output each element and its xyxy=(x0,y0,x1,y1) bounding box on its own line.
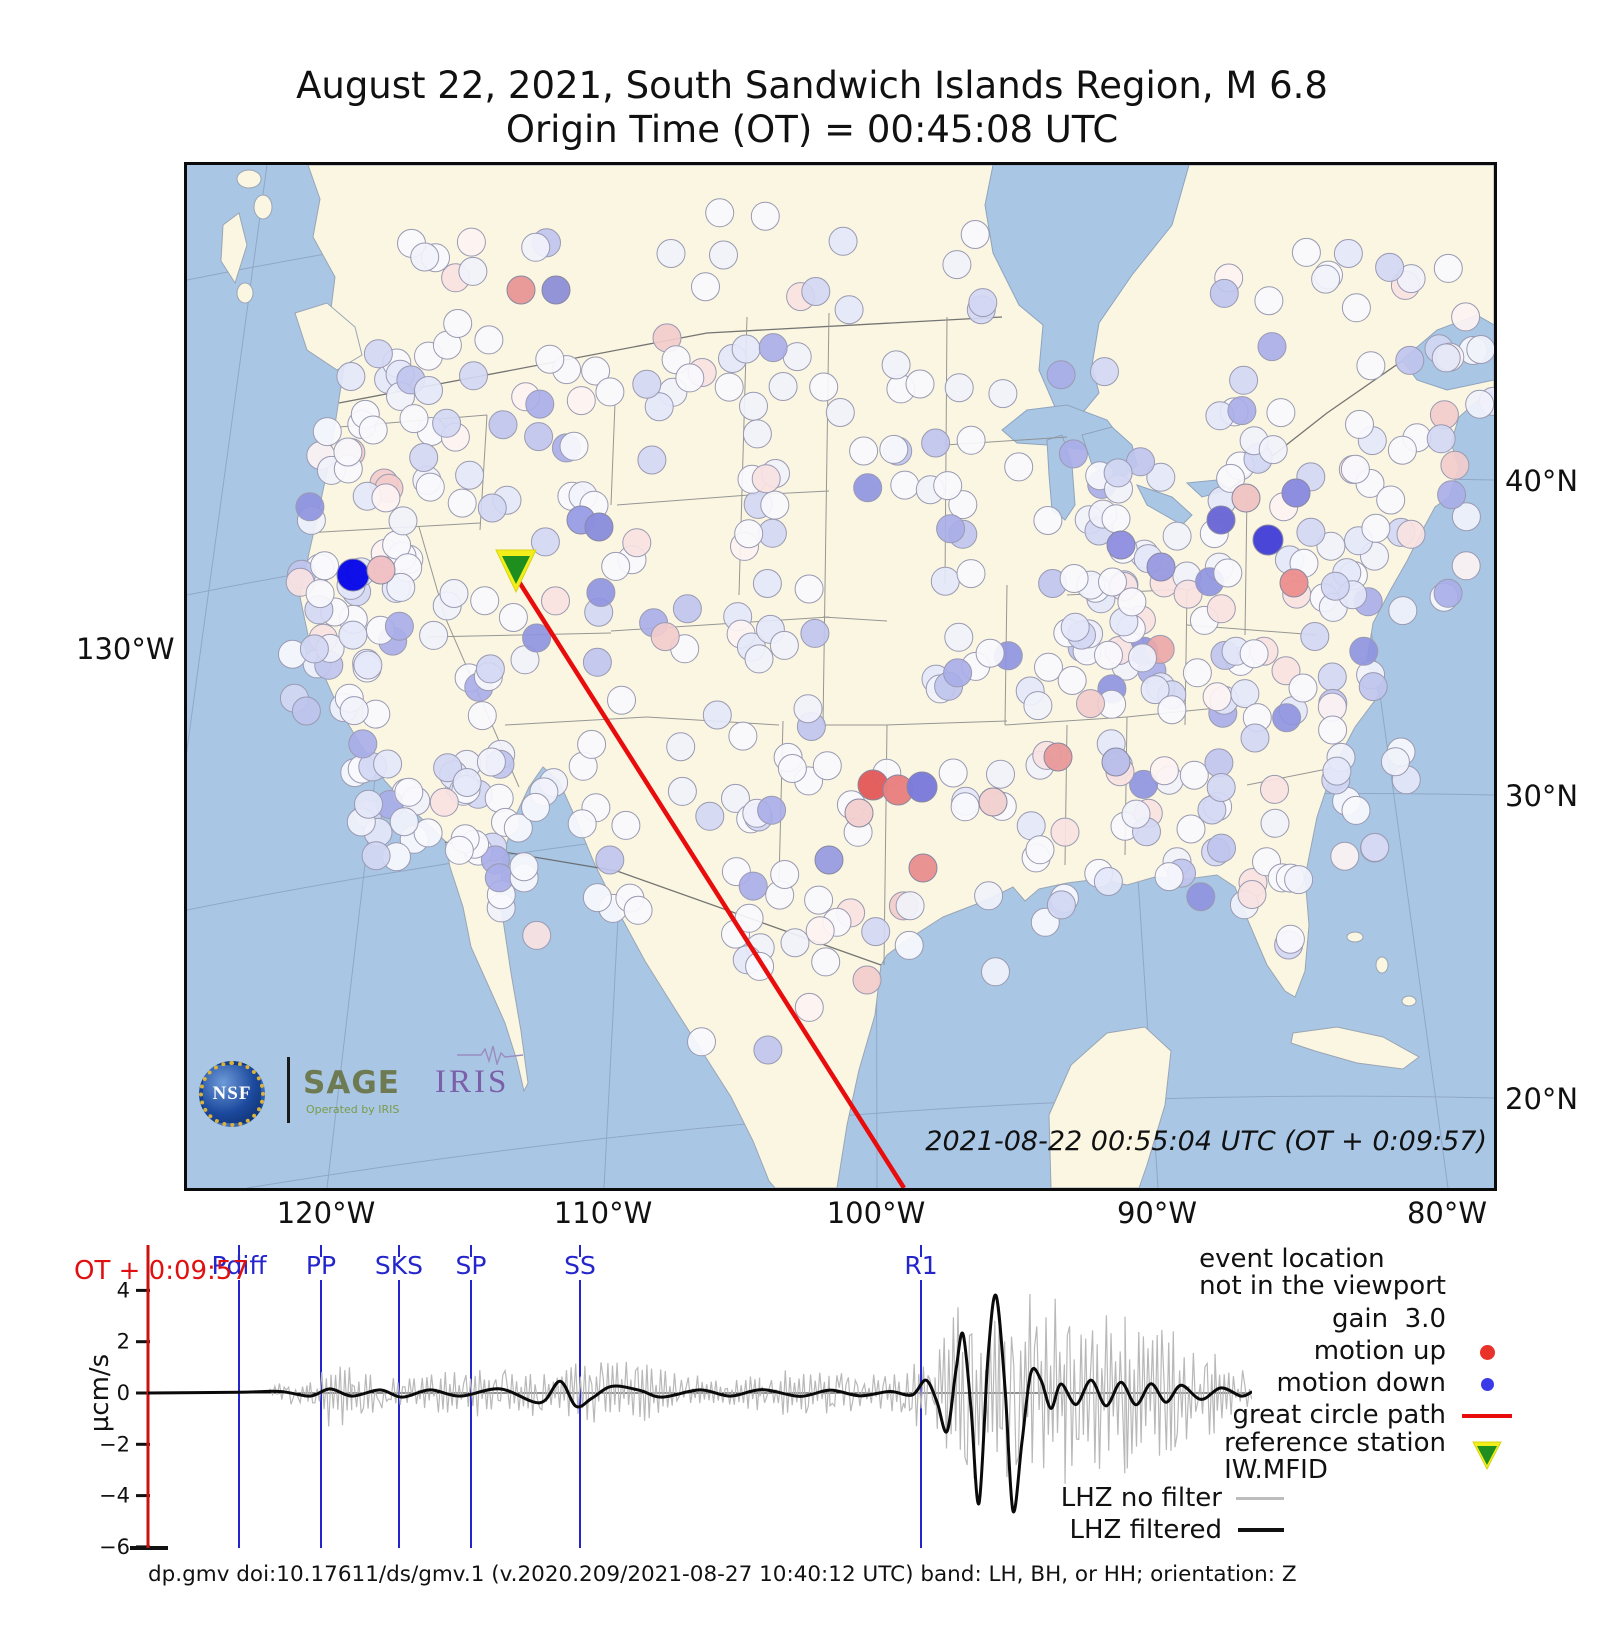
svg-text:2: 2 xyxy=(117,1330,130,1354)
svg-text:SS: SS xyxy=(564,1251,596,1280)
motion-down-marker-icon xyxy=(1481,1378,1494,1391)
legend-motion-up: motion up xyxy=(1313,1336,1446,1366)
station-dots xyxy=(278,198,1494,1065)
nsf-logo-text: NSF xyxy=(212,1083,252,1104)
seismogram-y-axis-label: µcm/s xyxy=(85,1353,115,1433)
legend-event-line1: event location xyxy=(1199,1244,1385,1274)
svg-text:−2: −2 xyxy=(99,1432,130,1456)
logo-divider xyxy=(287,1057,290,1123)
lhz-filtered-swatch-icon xyxy=(1238,1528,1284,1532)
lon-label-90w: 90°W xyxy=(1116,1196,1198,1230)
iris-logo: IRIS xyxy=(435,1064,510,1100)
legend-reference-station: reference station IW.MFID xyxy=(1224,1430,1446,1484)
page-title-line2: Origin Time (OT) = 00:45:08 UTC xyxy=(505,108,1119,151)
svg-text:0: 0 xyxy=(117,1381,130,1405)
lon-label-110w: 110°W xyxy=(553,1196,653,1230)
doi-footer: dp.gmv doi:10.17611/ds/gmv.1 (v.2020.209… xyxy=(148,1562,1297,1587)
svg-text:−6: −6 xyxy=(99,1535,130,1559)
svg-text:SKS: SKS xyxy=(375,1251,423,1280)
reference-triangle-icon xyxy=(1472,1441,1502,1471)
lon-label-100w: 100°W xyxy=(826,1196,926,1230)
legend-ref-line2: IW.MFID xyxy=(1224,1455,1328,1485)
lat-label-30n: 30°N xyxy=(1505,779,1579,813)
lhz-raw-swatch-icon xyxy=(1236,1497,1284,1500)
page-title-line1: August 22, 2021, South Sandwich Islands … xyxy=(296,64,1328,107)
legend-great-circle: great circle path xyxy=(1232,1400,1446,1430)
legend-event-location: event location not in the viewport xyxy=(1199,1246,1446,1300)
legend-event-line2: not in the viewport xyxy=(1199,1271,1446,1301)
lat-label-20n: 20°N xyxy=(1505,1082,1579,1116)
map-timestamp: 2021-08-22 00:55:04 UTC (OT + 0:09:57) xyxy=(925,1126,1487,1157)
station-map: NSF SAGE Operated by IRIS IRIS xyxy=(184,162,1497,1191)
lat-label-40n: 40°N xyxy=(1505,464,1579,498)
svg-text:4: 4 xyxy=(117,1278,130,1302)
lat-label-left: 130°W xyxy=(76,632,175,666)
sage-logo: SAGE xyxy=(303,1065,400,1101)
lon-label-80w: 80°W xyxy=(1406,1196,1488,1230)
legend-gain: gain 3.0 xyxy=(1331,1304,1446,1334)
svg-text:PP: PP xyxy=(306,1251,336,1280)
nsf-logo: NSF xyxy=(199,1061,265,1127)
origin-time-offset-label: OT + 0:09:57 xyxy=(74,1256,249,1286)
legend-lhz-filtered: LHZ filtered xyxy=(1069,1515,1222,1545)
sage-tagline: Operated by IRIS xyxy=(306,1103,400,1116)
iris-spark-icon xyxy=(457,1045,524,1065)
seismogram-plot: 4 2 0 −2 −4 −6 Pdiff PP SKS SP SS R1 xyxy=(99,1245,1252,1559)
svg-text:−4: −4 xyxy=(99,1484,130,1508)
motion-up-marker-icon xyxy=(1480,1345,1495,1360)
great-circle-swatch-icon xyxy=(1462,1414,1512,1418)
legend-motion-down: motion down xyxy=(1276,1368,1446,1398)
svg-text:R1: R1 xyxy=(904,1251,937,1280)
reference-station-marker xyxy=(495,549,537,594)
map-canvas xyxy=(187,165,1494,1188)
legend-lhz-raw: LHZ no filter xyxy=(1060,1483,1222,1513)
great-circle-path xyxy=(514,575,906,1188)
legend-ref-line1: reference station xyxy=(1224,1428,1446,1458)
svg-text:Pdiff: Pdiff xyxy=(211,1251,267,1280)
lon-label-120w: 120°W xyxy=(276,1196,376,1230)
svg-text:SP: SP xyxy=(456,1251,487,1280)
